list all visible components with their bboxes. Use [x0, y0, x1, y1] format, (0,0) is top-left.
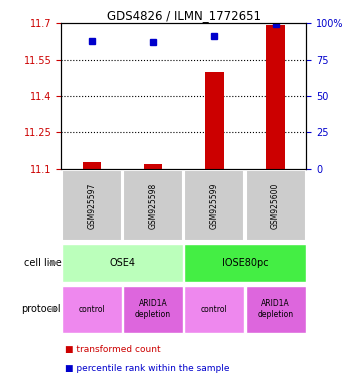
Text: control: control [201, 305, 228, 314]
Text: GSM925597: GSM925597 [88, 182, 96, 228]
Text: OSE4: OSE4 [110, 258, 135, 268]
Bar [62, 170, 122, 241]
Bar [205, 72, 224, 169]
Text: ■ percentile rank within the sample: ■ percentile rank within the sample [65, 364, 229, 373]
Bar [83, 162, 101, 169]
Bar [266, 25, 285, 169]
Bar [123, 286, 183, 333]
Text: ■ transformed count: ■ transformed count [65, 345, 160, 354]
Title: GDS4826 / ILMN_1772651: GDS4826 / ILMN_1772651 [107, 9, 261, 22]
Text: ARID1A
depletion: ARID1A depletion [258, 300, 294, 319]
Text: IOSE80pc: IOSE80pc [222, 258, 268, 268]
Text: GSM925599: GSM925599 [210, 182, 219, 228]
Text: GSM925598: GSM925598 [149, 182, 158, 228]
Bar [246, 170, 306, 241]
Text: cell line: cell line [23, 258, 61, 268]
Text: control: control [78, 305, 105, 314]
Bar [246, 286, 306, 333]
Bar [144, 164, 162, 169]
Text: protocol: protocol [22, 304, 61, 314]
Text: GSM925600: GSM925600 [271, 182, 280, 228]
Bar [62, 286, 122, 333]
Text: ARID1A
depletion: ARID1A depletion [135, 300, 171, 319]
Bar [184, 170, 244, 241]
Bar [123, 170, 183, 241]
Bar [184, 243, 306, 283]
Bar [62, 243, 183, 283]
Bar [184, 286, 244, 333]
